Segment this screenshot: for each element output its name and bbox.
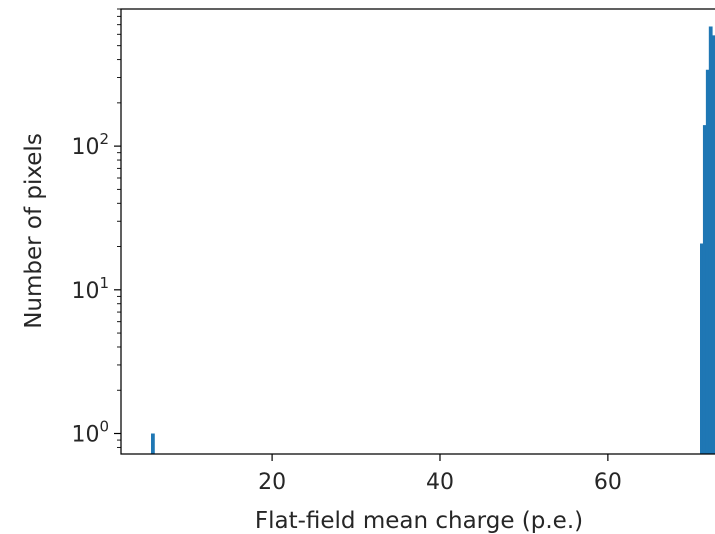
y-axis-minor-ticks [117, 8, 121, 448]
histogram-bar [705, 69, 710, 454]
x-axis-title: Flat-field mean charge (p.e.) [255, 508, 583, 534]
x-tick-label: 40 [426, 470, 454, 495]
x-axis-ticks: 20 40 60 [258, 454, 622, 495]
histogram-bar [151, 433, 155, 454]
y-tick-label: 102 [71, 130, 109, 160]
histogram-bar [700, 243, 704, 454]
plot-frame [120, 8, 715, 455]
y-tick-label: 101 [71, 274, 109, 304]
histogram-bar [711, 35, 715, 454]
histogram-bar [702, 125, 707, 455]
y-axis-ticks: 100 101 102 [71, 130, 121, 447]
histogram-bars [151, 26, 715, 455]
y-tick-label: 100 [71, 417, 109, 447]
y-axis-title: Number of pixels [21, 133, 47, 329]
histogram-bar [708, 26, 713, 455]
x-tick-label: 60 [594, 470, 622, 495]
x-tick-label: 20 [258, 470, 286, 495]
